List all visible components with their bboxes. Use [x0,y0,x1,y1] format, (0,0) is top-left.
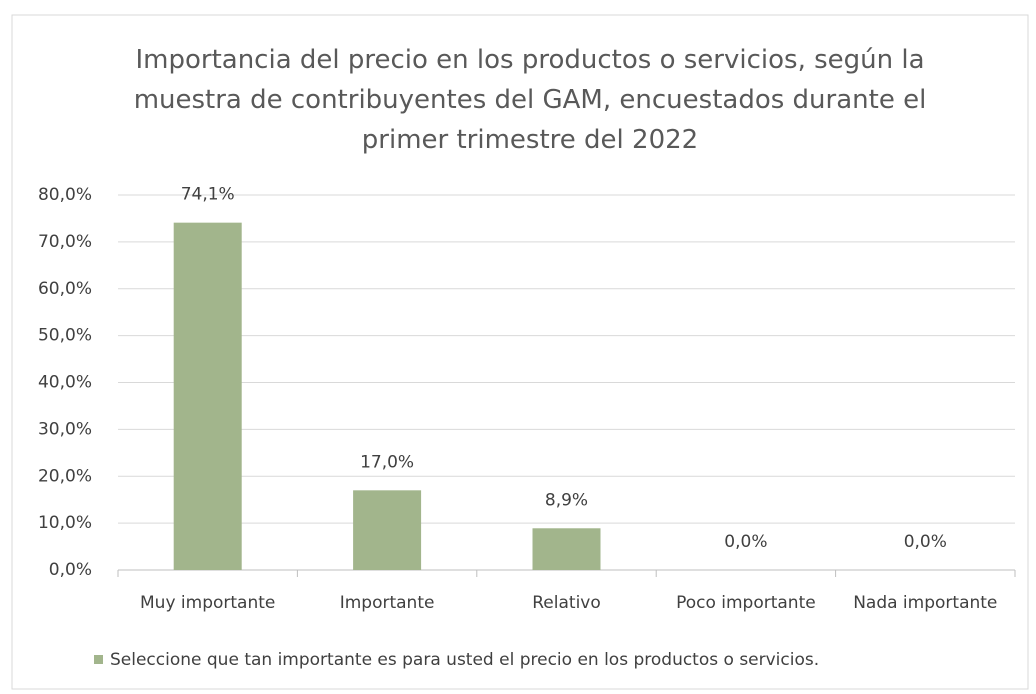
legend-marker [94,655,103,664]
bar [173,222,242,570]
legend-label: Seleccione que tan importante es para us… [110,650,819,670]
y-tick-label: 30,0% [38,419,92,439]
x-tick-label: Nada importante [853,593,997,613]
data-label: 74,1% [181,185,235,205]
data-label: 0,0% [904,532,947,552]
x-tick-label: Muy importante [140,593,275,613]
x-tick-label: Relativo [532,593,601,613]
y-tick-label: 20,0% [38,466,92,486]
x-tick-label: Importante [340,593,435,613]
y-tick-label: 70,0% [38,232,92,252]
y-tick-label: 10,0% [38,513,92,533]
y-tick-label: 80,0% [38,185,92,205]
bar [532,528,601,570]
data-label: 0,0% [724,532,767,552]
y-tick-label: 0,0% [49,560,92,580]
data-label: 17,0% [360,452,414,472]
chart-title: Importancia del precio en los productos … [133,45,927,155]
y-tick-label: 50,0% [38,326,92,346]
bar [353,490,422,570]
data-label: 8,9% [545,490,588,510]
y-tick-label: 60,0% [38,279,92,299]
y-tick-label: 40,0% [38,373,92,393]
x-tick-label: Poco importante [676,593,816,613]
